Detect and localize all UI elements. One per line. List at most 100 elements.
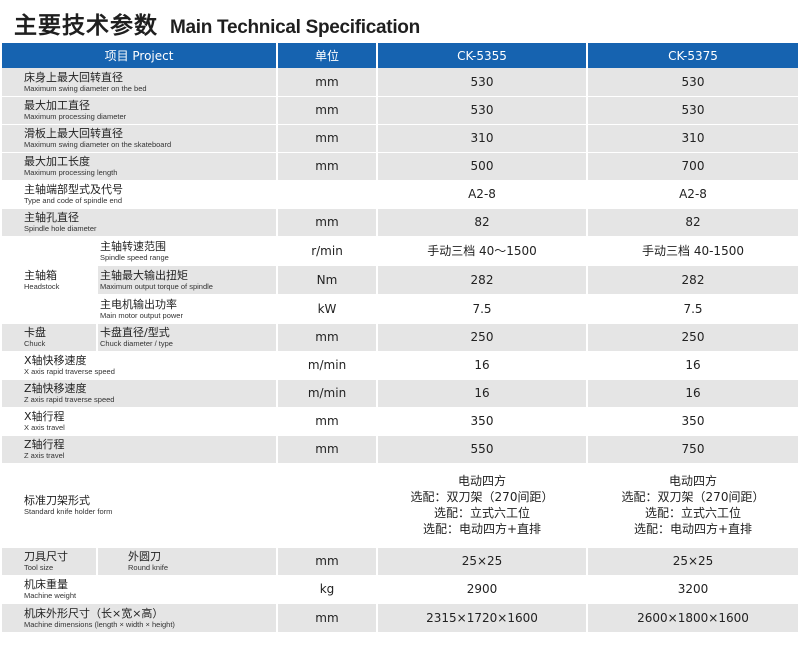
unit-cell: mm: [277, 96, 378, 125]
value-model-2: 电动四方 选配：双刀架（270间距） 选配：立式六工位 选配：电动四方+直排: [587, 463, 798, 548]
unit-cell: mm: [277, 323, 378, 352]
unit-cell: r/min: [277, 236, 378, 266]
row-label: 机床外形尺寸（长×宽×高） Machine dimensions (length…: [2, 603, 278, 633]
table-row: 机床重量 Machine weight kg 2900 3200: [2, 575, 798, 604]
title-english: Main Technical Specification: [170, 17, 420, 38]
value-model-1: 2900: [377, 575, 588, 604]
label-zh: 卡盘: [24, 326, 46, 339]
value-model-1: 530: [377, 68, 588, 97]
header-model-2: CK-5375: [587, 43, 798, 68]
label-en: X axis travel: [24, 423, 65, 432]
value-model-2: A2-8: [587, 180, 798, 209]
value-model-1: 550: [377, 435, 588, 464]
value-model-2: 16: [587, 379, 798, 408]
label-en: Round knife: [128, 563, 169, 572]
label-en: Maximum output torque of spindle: [100, 281, 213, 291]
table-row: 最大加工直径 Maximum processing diameter mm 53…: [2, 96, 798, 125]
label-zh: 主轴最大输出扭矩: [100, 268, 188, 282]
value-model-2: 282: [587, 265, 798, 295]
row-label: 主轴最大输出扭矩 Maximum output torque of spindl…: [97, 265, 278, 295]
table-row: X轴快移速度 X axis rapid traverse speed m/min…: [2, 351, 798, 380]
option-line: 选配：立式六工位: [644, 506, 741, 520]
table-row: Z轴行程 Z axis travel mm 550 750: [2, 435, 798, 464]
table-row: X轴行程 X axis travel mm 350 350: [2, 407, 798, 436]
row-label: X轴快移速度 X axis rapid traverse speed: [2, 351, 278, 380]
option-line: 选配：双刀架（270间距）: [621, 490, 765, 504]
value-model-1: 手动三档 40～1500: [377, 236, 588, 266]
label-en: Z axis travel: [24, 451, 65, 460]
label-en: Maximum processing length: [24, 168, 118, 177]
header-project: 项目 Project: [2, 43, 278, 68]
row-label: Z轴快移速度 Z axis rapid traverse speed: [2, 379, 278, 408]
label-zh: 最大加工长度: [24, 155, 90, 168]
table-header-row: 项目 Project 单位 CK-5355 CK-5375: [2, 43, 798, 68]
label-zh: 机床重量: [24, 578, 68, 591]
label-en: Chuck diameter / type: [100, 339, 173, 348]
unit-cell: mm: [277, 435, 378, 464]
value-model-1: 82: [377, 208, 588, 237]
label-zh: X轴快移速度: [24, 354, 87, 367]
label-en: Type and code of spindle end: [24, 196, 122, 205]
label-zh: 床身上最大回转直径: [24, 70, 123, 84]
table-row: 主电机输出功率 Main motor output power kW 7.5 7…: [2, 294, 798, 324]
label-zh: 机床外形尺寸（长×宽×高）: [24, 606, 164, 620]
table-row: 主轴孔直径 Spindle hole diameter mm 82 82: [2, 208, 798, 237]
label-zh: 主轴箱: [24, 268, 57, 282]
row-label: 标准刀架形式 Standard knife holder form: [2, 463, 278, 548]
value-model-2: 530: [587, 68, 798, 97]
value-model-2: 700: [587, 152, 798, 181]
option-line: 电动四方: [668, 474, 717, 488]
label-zh: 主轴端部型式及代号: [24, 183, 123, 196]
unit-cell: mm: [277, 407, 378, 436]
label-zh: Z轴快移速度: [24, 382, 87, 395]
unit-cell: mm: [277, 208, 378, 237]
value-model-1: 7.5: [377, 294, 588, 324]
label-zh: 标准刀架形式: [24, 494, 90, 507]
label-en: Spindle hole diameter: [24, 224, 97, 233]
option-line: 选配：电动四方+直排: [422, 522, 542, 536]
label-en: Maximum swing diameter on the skateboard: [24, 140, 172, 149]
option-line: 选配：电动四方+直排: [633, 522, 753, 536]
value-model-1: 2315×1720×1600: [377, 603, 588, 633]
unit-cell: mm: [277, 547, 378, 576]
table-row: 标准刀架形式 Standard knife holder form 电动四方 选…: [2, 463, 798, 548]
label-zh: 主轴孔直径: [24, 211, 79, 224]
value-model-2: 16: [587, 351, 798, 380]
unit-cell: kW: [277, 294, 378, 324]
header-model-1: CK-5355: [377, 43, 588, 68]
label-zh: 外圆刀: [128, 550, 161, 563]
group-label-headstock: 主轴箱 Headstock: [2, 236, 98, 324]
row-label: 机床重量 Machine weight: [2, 575, 278, 604]
row-label: 主轴转速范围 Spindle speed range: [97, 236, 278, 266]
value-model-1: 350: [377, 407, 588, 436]
group-label-tool-size: 刀具尺寸 Tool size: [2, 547, 98, 576]
option-line: 选配：立式六工位: [433, 506, 530, 520]
row-label: 卡盘直径/型式 Chuck diameter / type: [97, 323, 278, 352]
value-model-1: 310: [377, 124, 588, 153]
row-label: X轴行程 X axis travel: [2, 407, 278, 436]
table-row: Z轴快移速度 Z axis rapid traverse speed m/min…: [2, 379, 798, 408]
label-en: Standard knife holder form: [24, 507, 113, 516]
row-label: 最大加工直径 Maximum processing diameter: [2, 96, 278, 125]
unit-cell: m/min: [277, 379, 378, 408]
value-model-2: 530: [587, 96, 798, 125]
row-label: 外圆刀 Round knife: [97, 547, 278, 576]
label-en: Chuck: [24, 339, 46, 348]
value-model-2: 250: [587, 323, 798, 352]
option-line: 电动四方: [457, 474, 506, 488]
value-model-2: 2600×1800×1600: [587, 603, 798, 633]
value-model-1: 16: [377, 379, 588, 408]
value-model-1: 530: [377, 96, 588, 125]
label-en: Main motor output power: [100, 310, 183, 320]
spec-table: 项目 Project 单位 CK-5355 CK-5375 床身上最大回转直径 …: [2, 43, 798, 633]
group-label-chuck: 卡盘 Chuck: [2, 323, 98, 352]
label-zh: 滑板上最大回转直径: [24, 127, 123, 140]
header-unit: 单位: [277, 43, 378, 68]
table-row: 刀具尺寸 Tool size 外圆刀 Round knife mm 25×25 …: [2, 547, 798, 576]
value-model-1: A2-8: [377, 180, 588, 209]
label-en: Headstock: [24, 281, 60, 291]
unit-cell: mm: [277, 68, 378, 97]
label-zh: 卡盘直径/型式: [100, 326, 170, 339]
row-label: Z轴行程 Z axis travel: [2, 435, 278, 464]
table-row: 最大加工长度 Maximum processing length mm 500 …: [2, 152, 798, 181]
